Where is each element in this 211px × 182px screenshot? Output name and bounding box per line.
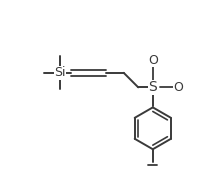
Text: O: O	[173, 81, 183, 94]
Text: S: S	[149, 80, 157, 94]
Text: Si: Si	[54, 66, 66, 79]
Text: O: O	[148, 54, 158, 67]
